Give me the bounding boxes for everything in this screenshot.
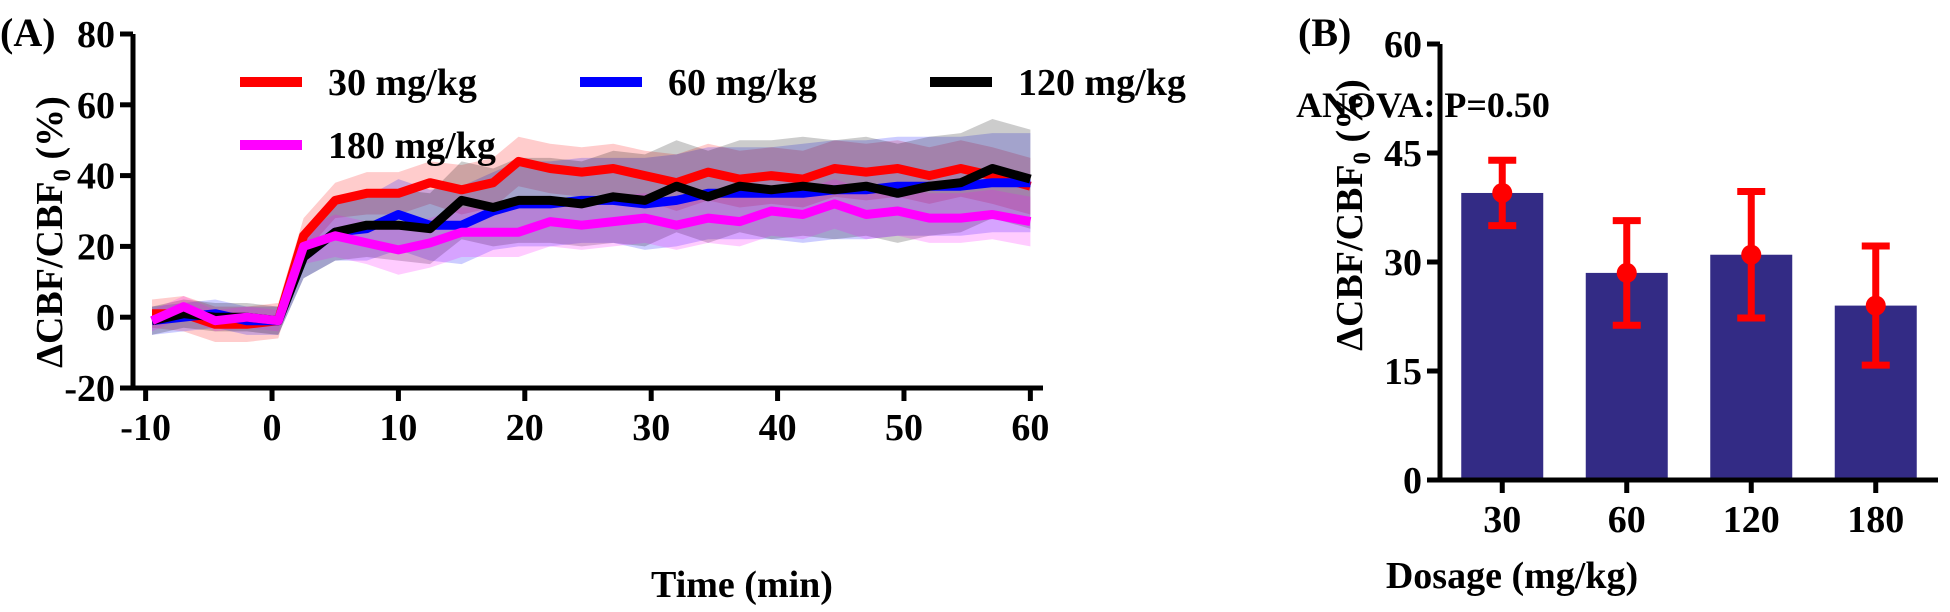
legend-label-60-mg-kg: 60 mg/kg <box>668 62 817 104</box>
panel-b: (B) ANOVA: P=0.50 30 60 120 180 0 15 30 45 60 Do… <box>1296 10 1938 597</box>
y-tick-label-a: -20 <box>64 368 115 410</box>
x-tick-label-180: 180 <box>1847 499 1904 541</box>
legend-label-180-mg-kg: 180 mg/kg <box>328 125 496 167</box>
x-axis-title-a: Time (min) <box>651 564 833 606</box>
y-tick-label-b: 60 <box>1384 24 1422 66</box>
panel-b-label: (B) <box>1298 10 1351 55</box>
y-axis-title-b: ΔCBF/CBF0 (%) <box>1329 79 1376 351</box>
mean-point-30 <box>1492 182 1513 203</box>
x-tick-label-120: 120 <box>1723 499 1780 541</box>
x-tick-label-a: 40 <box>759 407 797 449</box>
x-tick-label-a: 0 <box>263 407 282 449</box>
panel-a-label: (A) <box>0 10 56 55</box>
anova-annotation: ANOVA: P=0.50 <box>1296 85 1550 125</box>
x-tick-label-a: 20 <box>506 407 544 449</box>
x-tick-label-a: 10 <box>379 407 417 449</box>
mean-point-180 <box>1865 295 1886 316</box>
y-tick-label-b: 0 <box>1403 460 1422 502</box>
legend-label-30-mg-kg: 30 mg/kg <box>328 62 477 104</box>
band-180-mg-kg <box>152 179 1031 332</box>
y-tick-label-a: 40 <box>77 156 115 198</box>
x-tick-label-30: 30 <box>1483 499 1521 541</box>
line-180-mg-kg <box>150 199 1032 326</box>
y-tick-label-b: 15 <box>1384 351 1422 393</box>
x-axis-title-b: Dosage (mg/kg) <box>1386 555 1638 597</box>
mean-point-60 <box>1616 262 1637 283</box>
y-tick-label-a: 60 <box>77 85 115 127</box>
bar-30 <box>1461 192 1544 480</box>
panel-a: (A) -20 0 20 40 60 80 -10 0 10 20 30 40 50 60 30 mg/k… <box>0 10 1186 606</box>
y-tick-label-b: 45 <box>1384 133 1422 175</box>
x-tick-label-60: 60 <box>1608 499 1646 541</box>
mean-point-120 <box>1741 244 1762 265</box>
y-tick-label-a: 20 <box>77 226 115 268</box>
y-tick-label-a: 80 <box>77 14 115 56</box>
x-tick-label-a: 60 <box>1011 407 1049 449</box>
x-tick-label-a: 30 <box>632 407 670 449</box>
y-tick-label-a: 0 <box>96 297 115 339</box>
y-tick-label-b: 30 <box>1384 242 1422 284</box>
x-tick-label-a: -10 <box>120 407 171 449</box>
y-axis-title-a: ΔCBF/CBF0 (%) <box>29 96 76 368</box>
legend-label-120-mg-kg: 120 mg/kg <box>1018 62 1186 104</box>
x-tick-label-a: 50 <box>885 407 923 449</box>
